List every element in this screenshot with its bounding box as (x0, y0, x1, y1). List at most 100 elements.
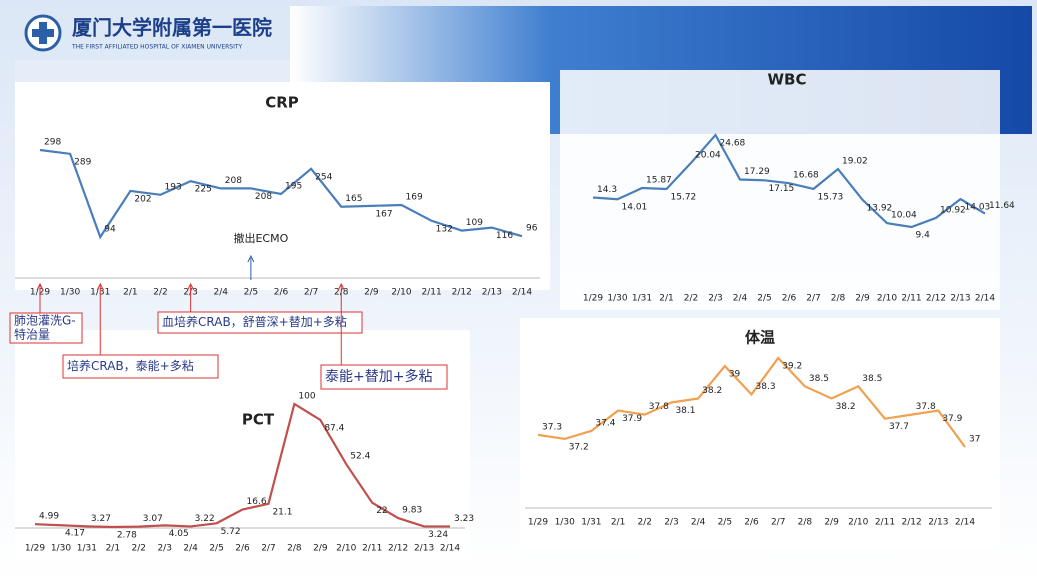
logo (24, 14, 62, 52)
x-tick-label: 2/7 (806, 294, 820, 304)
x-tick-label: 2/12 (926, 294, 946, 304)
data-label: 39 (729, 370, 741, 380)
x-tick-label: 1/30 (555, 518, 575, 528)
x-tick-label: 2/13 (414, 544, 434, 554)
data-label: 14.03 (965, 203, 991, 213)
data-label: 193 (165, 182, 182, 192)
data-label: 38.5 (862, 374, 882, 384)
x-tick-label: 1/29 (583, 294, 603, 304)
data-label: 37 (969, 435, 980, 445)
x-tick-label: 1/30 (51, 544, 71, 554)
data-label: 38.3 (756, 382, 776, 392)
x-tick-label: 1/31 (632, 294, 652, 304)
data-label: 37.4 (595, 418, 615, 428)
data-label: 38.5 (809, 374, 829, 384)
data-label: 20.04 (695, 150, 721, 160)
data-label: 37.2 (569, 442, 589, 452)
x-tick-label: 2/9 (364, 288, 379, 298)
data-label: 4.17 (65, 529, 85, 539)
banner-strip (15, 60, 290, 82)
data-label: 254 (315, 172, 332, 182)
panel (520, 318, 1000, 548)
chart-title: WBC (768, 71, 807, 89)
data-label: 15.72 (671, 192, 697, 202)
x-tick-label: 2/5 (209, 544, 223, 554)
data-label: 94 (104, 225, 116, 235)
x-tick-label: 2/8 (287, 544, 302, 554)
data-label: 202 (134, 194, 151, 204)
data-line (34, 402, 451, 529)
x-tick-label: 2/10 (336, 544, 356, 554)
data-label: 11.64 (989, 201, 1015, 211)
x-tick-label: 1/30 (60, 288, 80, 298)
data-label: 4.05 (169, 529, 189, 539)
data-label: 165 (345, 194, 362, 204)
x-tick-label: 2/1 (106, 544, 120, 554)
x-tick-label: 2/7 (261, 544, 275, 554)
x-tick-label: 2/5 (718, 518, 732, 528)
data-label: 39.2 (782, 362, 802, 372)
x-tick-label: 2/3 (664, 518, 678, 528)
panel (15, 82, 550, 290)
x-tick-label: 1/29 (25, 544, 45, 554)
callout-text: 肺泡灌洗G- (14, 314, 76, 328)
arrow-head (187, 282, 195, 291)
chart-title: PCT (242, 411, 275, 429)
data-label: 3.24 (428, 530, 448, 540)
data-label: 100 (298, 392, 315, 402)
x-tick-label: 2/11 (362, 544, 382, 554)
data-line (537, 356, 966, 448)
x-tick-label: 2/6 (744, 518, 759, 528)
data-label: 4.99 (39, 512, 59, 522)
arrow-head (337, 282, 345, 291)
x-tick-label: 2/2 (684, 294, 698, 304)
x-tick-label: 2/6 (274, 288, 289, 298)
data-label: 37.3 (542, 422, 562, 432)
data-label: 9.4 (916, 231, 931, 241)
x-tick-label: 2/8 (831, 294, 846, 304)
x-tick-label: 2/3 (708, 294, 722, 304)
data-label: 10.04 (891, 211, 917, 221)
data-label: 208 (225, 176, 242, 186)
x-tick-label: 2/11 (875, 518, 895, 528)
data-label: 298 (44, 138, 61, 148)
data-label: 109 (466, 218, 483, 228)
arrow-head (96, 282, 104, 291)
data-label: 169 (406, 193, 423, 203)
x-tick-label: 2/4 (183, 544, 198, 554)
data-label: 87.4 (324, 423, 344, 433)
data-label: 289 (74, 157, 91, 167)
x-tick-label: 1/29 (528, 518, 548, 528)
data-label: 15.73 (818, 192, 844, 202)
data-label: 96 (526, 224, 538, 234)
x-tick-label: 2/3 (157, 544, 171, 554)
callout-text: 培养CRAB，泰能+多粘 (67, 358, 194, 373)
callout-text: 特治量 (14, 327, 50, 342)
data-line (39, 148, 523, 240)
data-label: 10.92 (940, 205, 966, 215)
data-label: 208 (255, 192, 272, 202)
callout-text: 泰能+替加+多粘 (325, 368, 432, 385)
data-line (592, 133, 986, 229)
x-tick-label: 2/7 (304, 288, 318, 298)
x-tick-label: 2/6 (235, 544, 250, 554)
data-label: 16.68 (793, 171, 819, 181)
data-label: 225 (195, 185, 212, 195)
data-label: 132 (436, 224, 453, 234)
data-label: 3.07 (143, 514, 163, 524)
x-tick-label: 2/9 (824, 518, 839, 528)
data-label: 37.9 (942, 414, 962, 424)
data-label: 2.78 (117, 531, 137, 541)
data-label: 38.2 (836, 402, 856, 412)
x-tick-label: 2/9 (313, 544, 328, 554)
data-label: 3.22 (195, 514, 215, 524)
x-tick-label: 2/12 (388, 544, 408, 554)
x-tick-label: 2/5 (244, 288, 258, 298)
data-label: 22 (376, 506, 387, 516)
x-tick-label: 2/10 (877, 294, 897, 304)
x-tick-label: 2/12 (452, 288, 472, 298)
x-tick-label: 1/31 (77, 544, 97, 554)
callout-box (9, 312, 83, 344)
data-label: 16.6 (247, 497, 267, 507)
